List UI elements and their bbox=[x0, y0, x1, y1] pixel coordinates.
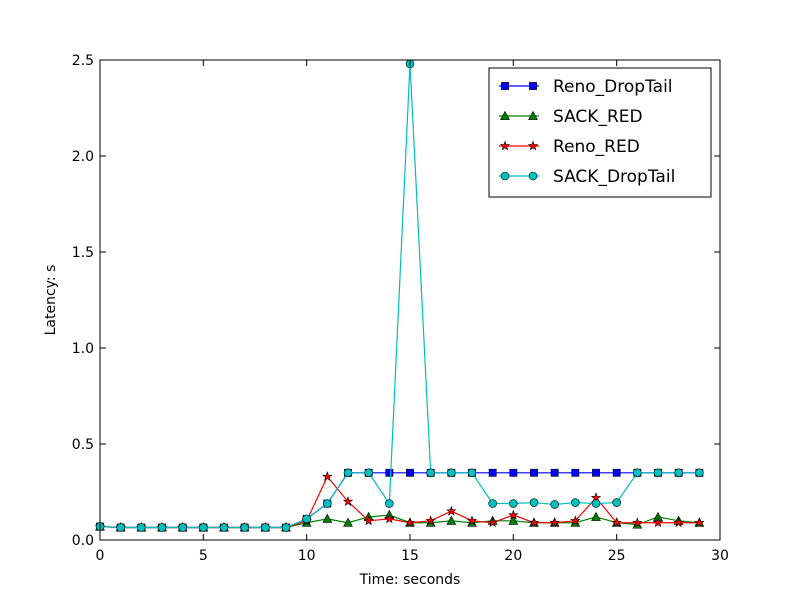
data-point bbox=[363, 515, 374, 526]
data-point bbox=[509, 499, 518, 508]
data-point bbox=[199, 523, 208, 532]
data-point bbox=[652, 517, 664, 528]
legend-label: Reno_DropTail bbox=[553, 77, 673, 97]
data-point bbox=[322, 471, 333, 482]
data-point bbox=[695, 468, 704, 478]
legend-item: SACK_RED bbox=[499, 107, 643, 127]
data-point bbox=[508, 509, 519, 520]
x-tick-label: 15 bbox=[401, 548, 419, 564]
data-point bbox=[549, 517, 560, 528]
data-point bbox=[281, 523, 291, 532]
data-point bbox=[591, 511, 601, 521]
data-point bbox=[178, 523, 187, 532]
series-SACK_DropTail bbox=[95, 59, 704, 532]
data-point bbox=[653, 468, 663, 478]
data-point bbox=[674, 468, 683, 478]
data-point bbox=[571, 498, 580, 507]
x-tick-label: 0 bbox=[96, 548, 105, 564]
data-point bbox=[508, 515, 519, 525]
data-point bbox=[488, 499, 497, 508]
x-tick-label: 25 bbox=[608, 548, 626, 564]
legend-label: SACK_RED bbox=[553, 107, 643, 127]
legend-label: SACK_DropTail bbox=[553, 167, 675, 187]
x-tick-label: 5 bbox=[199, 548, 208, 564]
x-tick-label: 30 bbox=[711, 548, 729, 564]
data-point bbox=[466, 515, 478, 526]
data-point bbox=[591, 499, 601, 508]
legend-item: Reno_DropTail bbox=[499, 77, 673, 97]
legend-marker bbox=[527, 140, 539, 151]
data-point bbox=[447, 468, 456, 478]
y-tick-label: 0.0 bbox=[72, 533, 94, 549]
data-point bbox=[612, 468, 621, 477]
data-point bbox=[530, 468, 538, 477]
data-point bbox=[219, 523, 229, 532]
axis-ticks: 0 5 10 15 20 25 30 0.0 0.5 1.0 1.5 2.0 2.5 bbox=[72, 53, 729, 564]
data-point bbox=[611, 517, 622, 528]
data-point bbox=[302, 514, 311, 524]
data-point bbox=[570, 515, 581, 526]
series-layer bbox=[94, 59, 705, 532]
legend-marker bbox=[529, 82, 537, 90]
data-point bbox=[633, 468, 642, 478]
legend-marker bbox=[501, 82, 509, 90]
data-point bbox=[426, 468, 435, 478]
y-tick-label: 2.0 bbox=[72, 149, 94, 165]
data-point bbox=[612, 498, 621, 507]
legend: Reno_DropTail SACK_RED Reno_RED SACK_DropTa… bbox=[488, 67, 712, 198]
legend-marker bbox=[528, 171, 538, 181]
data-point bbox=[342, 496, 354, 507]
x-tick-label: 20 bbox=[504, 548, 522, 564]
data-point bbox=[571, 468, 580, 477]
data-point bbox=[487, 517, 498, 528]
legend-marker bbox=[499, 140, 511, 151]
data-point bbox=[157, 523, 167, 532]
data-point bbox=[446, 505, 457, 516]
y-tick-label: 2.5 bbox=[72, 53, 94, 69]
y-tick-label: 1.0 bbox=[72, 341, 94, 357]
data-point bbox=[529, 498, 539, 507]
data-point bbox=[240, 523, 249, 532]
data-point bbox=[425, 515, 436, 526]
data-point bbox=[261, 523, 270, 532]
legend-item: Reno_RED bbox=[499, 137, 640, 157]
data-point bbox=[550, 500, 559, 509]
data-point bbox=[343, 517, 353, 527]
data-point bbox=[137, 523, 146, 532]
data-point bbox=[322, 513, 333, 523]
y-tick-label: 1.5 bbox=[72, 245, 94, 261]
x-tick-label: 10 bbox=[298, 548, 316, 564]
legend-marker bbox=[528, 110, 538, 120]
data-point bbox=[343, 468, 353, 478]
data-point bbox=[446, 515, 457, 525]
data-point bbox=[694, 517, 705, 528]
data-point bbox=[509, 468, 518, 477]
data-point bbox=[406, 468, 414, 477]
data-point bbox=[385, 468, 394, 477]
data-point bbox=[673, 517, 684, 528]
data-point bbox=[116, 523, 125, 532]
x-axis-title: Time: seconds bbox=[359, 572, 461, 588]
data-point bbox=[528, 517, 540, 528]
data-point bbox=[384, 513, 395, 524]
data-point bbox=[488, 468, 497, 477]
legend-label: Reno_RED bbox=[553, 137, 640, 157]
data-point bbox=[550, 468, 559, 477]
legend-marker bbox=[500, 171, 510, 181]
data-point bbox=[404, 517, 416, 528]
data-point bbox=[632, 517, 643, 528]
y-axis-title: Latency: s bbox=[43, 265, 59, 336]
data-point bbox=[364, 468, 373, 478]
data-point bbox=[385, 499, 394, 508]
y-tick-label: 0.5 bbox=[72, 437, 94, 453]
data-point bbox=[323, 499, 332, 508]
data-point bbox=[467, 468, 477, 478]
data-point bbox=[592, 468, 600, 477]
legend-marker bbox=[500, 110, 510, 120]
legend-item: SACK_DropTail bbox=[499, 167, 675, 187]
